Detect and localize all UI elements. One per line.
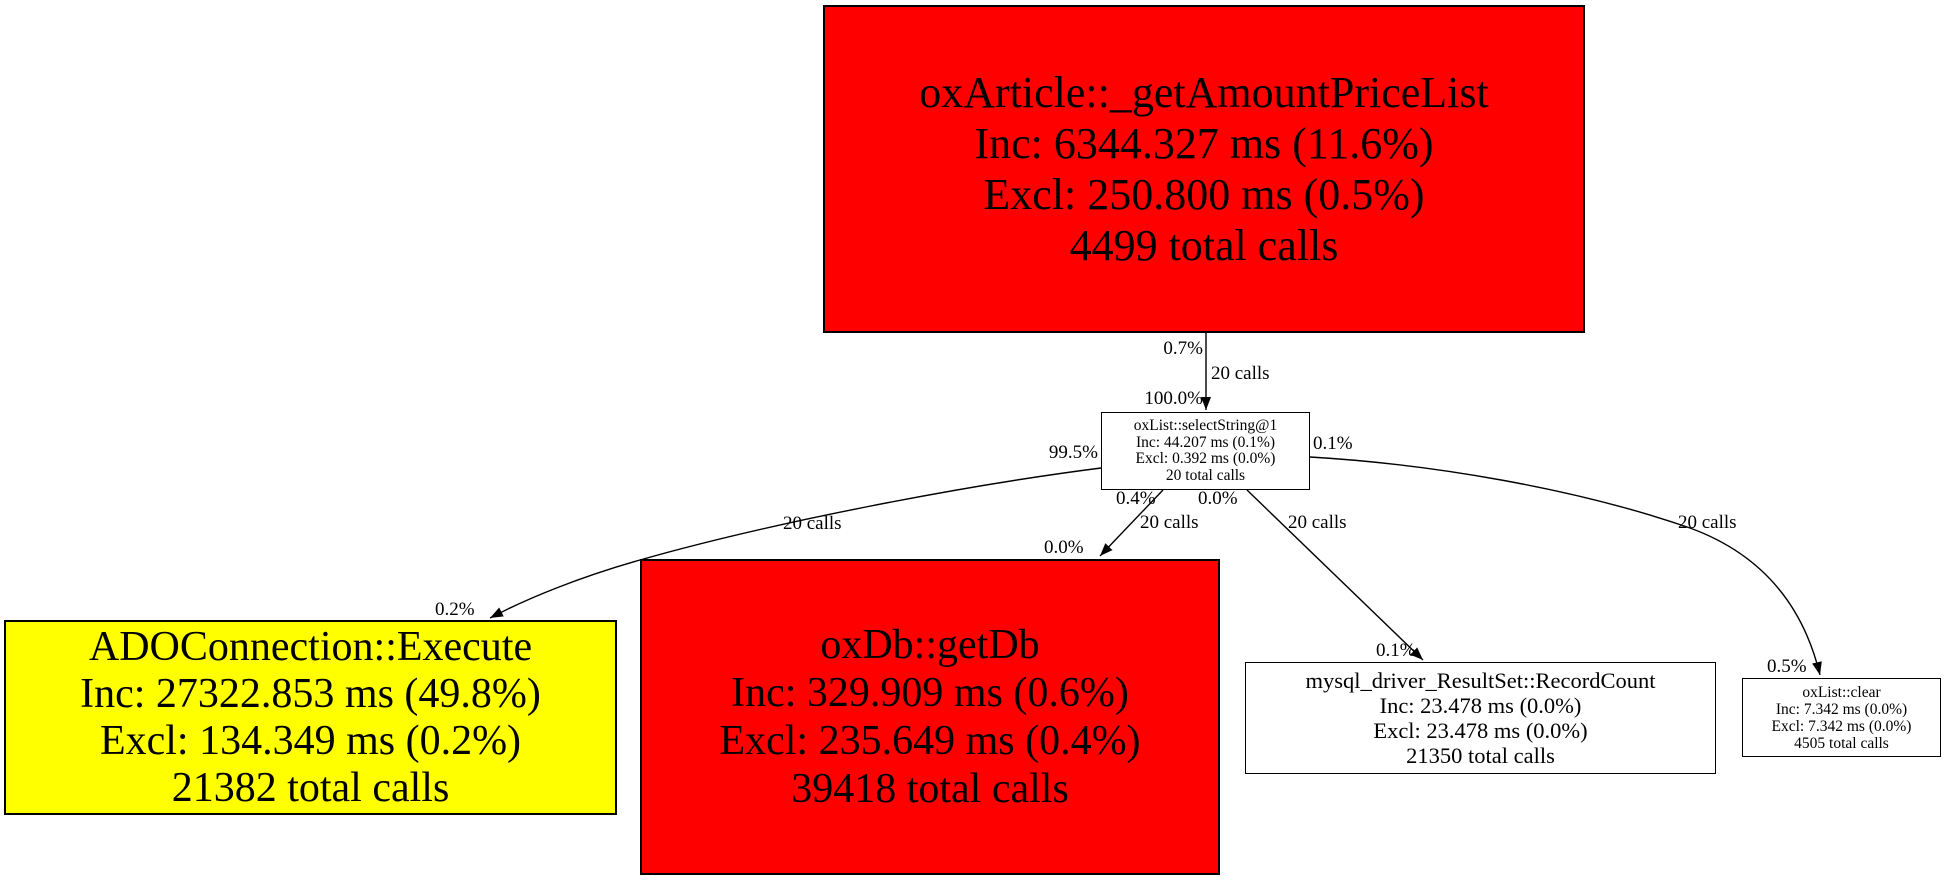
edge-selectstring-to-adoconnection (489, 467, 1102, 619)
node-total-calls: 4505 total calls (1794, 734, 1889, 752)
node-inclusive-time: Inc: 27322.853 ms (49.8%) (80, 670, 541, 717)
edge-target-percent: 0.1% (1376, 640, 1416, 661)
node-total-calls: 4499 total calls (1069, 221, 1339, 270)
node-oxarticle-getamountpricelist: oxArticle::_getAmountPriceList Inc: 6344… (823, 5, 1585, 333)
node-inclusive-time: Inc: 23.478 ms (0.0%) (1379, 693, 1582, 718)
edge-target-percent: 0.0% (1044, 537, 1084, 558)
edge-target-percent: 100.0% (1144, 388, 1203, 409)
node-title: oxDb::getDb (820, 622, 1040, 668)
node-title: oxArticle::_getAmountPriceList (919, 68, 1489, 117)
node-inclusive-time: Inc: 6344.327 ms (11.6%) (974, 119, 1434, 168)
node-total-calls: 39418 total calls (791, 766, 1069, 812)
node-oxlist-selectstring: oxList::selectString@1 Inc: 44.207 ms (0… (1101, 412, 1310, 490)
edge-selectstring-to-recordcount (1246, 489, 1424, 661)
node-exclusive-time: Excl: 235.649 ms (0.4%) (719, 718, 1141, 764)
node-title: ADOConnection::Execute (88, 623, 533, 670)
edge-call-count: 20 calls (1140, 512, 1199, 533)
node-exclusive-time: Excl: 134.349 ms (0.2%) (99, 717, 522, 764)
edge-call-count: 20 calls (1288, 512, 1347, 533)
node-oxlist-clear: oxList::clear Inc: 7.342 ms (0.0%) Excl:… (1742, 678, 1941, 757)
edge-source-percent: 99.5% (1048, 442, 1098, 463)
edge-selectstring-to-clear (1309, 456, 1822, 676)
node-adoconnection-execute: ADOConnection::Execute Inc: 27322.853 ms… (4, 620, 617, 815)
node-exclusive-time: Excl: 7.342 ms (0.0%) (1771, 717, 1912, 735)
node-inclusive-time: Inc: 7.342 ms (0.0%) (1775, 700, 1908, 718)
edge-selectstring-to-oxdb (1099, 489, 1164, 557)
node-inclusive-time: Inc: 44.207 ms (0.1%) (1135, 433, 1276, 451)
node-total-calls: 20 total calls (1165, 466, 1246, 484)
node-total-calls: 21350 total calls (1406, 743, 1555, 768)
edge-call-count: 20 calls (1678, 512, 1737, 533)
edge-call-count: 20 calls (1211, 363, 1270, 384)
edge-target-percent: 0.2% (435, 599, 475, 620)
node-mysql-driver-resultset-recordcount: mysql_driver_ResultSet::RecordCount Inc:… (1245, 662, 1716, 774)
node-title: mysql_driver_ResultSet::RecordCount (1305, 668, 1656, 693)
edge-source-percent: 0.1% (1313, 433, 1353, 454)
node-title: oxList::clear (1802, 683, 1881, 701)
edge-source-percent: 0.7% (1163, 338, 1203, 359)
edge-target-percent: 0.5% (1767, 656, 1807, 677)
node-exclusive-time: Excl: 0.392 ms (0.0%) (1135, 450, 1276, 467)
node-oxdb-getdb: oxDb::getDb Inc: 329.909 ms (0.6%) Excl:… (640, 559, 1220, 875)
edge-source-percent: 0.4% (1116, 488, 1156, 509)
edge-call-count: 20 calls (783, 513, 842, 534)
node-exclusive-time: Excl: 250.800 ms (0.5%) (983, 170, 1425, 219)
node-exclusive-time: Excl: 23.478 ms (0.0%) (1373, 718, 1588, 743)
node-inclusive-time: Inc: 329.909 ms (0.6%) (731, 670, 1129, 716)
edge-source-percent: 0.0% (1198, 488, 1238, 509)
node-total-calls: 21382 total calls (171, 764, 450, 811)
node-title: oxList::selectString@1 (1133, 417, 1278, 434)
